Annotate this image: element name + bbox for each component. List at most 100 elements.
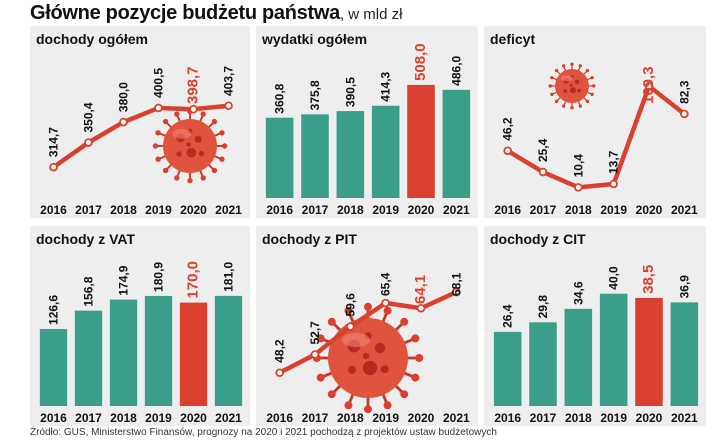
data-label: 360,8	[273, 83, 287, 113]
chart-svg: dochody z PIT 2016 2017 2018 2019 2020 2021 48,…	[262, 231, 470, 425]
virus-spike-tip	[316, 334, 325, 343]
source-note: Źródło: GUS, Ministerstwo Finansów, prog…	[30, 427, 497, 438]
virus-spot	[577, 89, 581, 93]
tick-label: 2017	[302, 411, 329, 425]
panel-dochody-z-vat: dochody z VAT 2016 2017 2018 2019 2020 2021 126…	[30, 226, 250, 426]
page-title: Główne pozycje budżetu państwa, w mld zł	[30, 2, 402, 25]
tick-label: 2016	[494, 203, 521, 217]
tick-label: 2019	[145, 203, 172, 217]
virus-spike-tip	[200, 111, 206, 117]
virus-spike-tip	[585, 99, 590, 104]
virus-spot	[186, 147, 197, 158]
virus-spike-tip	[327, 317, 336, 326]
virus-spike-tip	[155, 130, 161, 136]
data-label: 29,8	[536, 295, 550, 319]
tick-label: 2021	[215, 411, 242, 425]
virus-spike-tip	[174, 111, 180, 117]
virus-spike-tip	[344, 306, 353, 315]
data-label: 34,6	[571, 281, 585, 305]
data-label: 375,8	[308, 80, 322, 110]
data-label: 46,2	[501, 117, 515, 141]
virus-spot	[348, 366, 356, 374]
virus-highlight	[342, 332, 370, 348]
data-point	[574, 183, 583, 192]
data-label: 156,8	[82, 276, 96, 306]
data-label: 174,9	[117, 265, 131, 295]
virus-spike-tip	[415, 354, 424, 362]
data-label: 52,7	[308, 321, 322, 345]
virus-spot	[380, 365, 389, 374]
data-label: 398,7	[185, 66, 202, 104]
virus-spot	[574, 79, 580, 84]
series-line	[505, 84, 687, 190]
tick-label: 2020	[636, 203, 663, 217]
data-label: 68,1	[449, 272, 463, 296]
bar	[407, 84, 435, 198]
data-label: 170,0	[185, 261, 202, 299]
data-point	[416, 303, 426, 313]
tick-label: 2020	[180, 203, 207, 217]
virus-spike-tip	[383, 306, 392, 315]
virus-spike-tip	[592, 84, 596, 88]
data-label: 380,0	[117, 82, 131, 112]
data-label: 508,0	[412, 43, 429, 81]
virus-spike-tip	[400, 317, 409, 326]
data-label: 126,6	[47, 295, 61, 325]
bar	[74, 310, 103, 406]
virus-spot	[176, 151, 182, 157]
tick-label: 2018	[337, 203, 364, 217]
virus-spike-tip	[364, 405, 372, 414]
virus-spike-tip	[578, 104, 583, 108]
data-label: 26,4	[501, 304, 515, 328]
chart-title: deficyt	[490, 31, 535, 47]
virus-spike-tip	[561, 64, 566, 68]
bar	[179, 302, 208, 406]
tick-label: 2018	[337, 411, 364, 425]
data-point	[680, 109, 689, 119]
virus-spot	[563, 89, 567, 93]
virus-spike-tip	[590, 92, 594, 97]
chart-title: dochody z PIT	[262, 231, 357, 247]
tick-label: 2020	[636, 411, 663, 425]
data-point	[84, 138, 93, 147]
bar	[371, 105, 400, 198]
virus-spike-tip	[364, 302, 372, 311]
virus-spike-tip	[548, 84, 552, 88]
virus-spike-tip	[585, 68, 590, 73]
bar	[109, 299, 138, 406]
tick-label: 2021	[215, 203, 242, 217]
data-point	[538, 167, 548, 177]
virus-spike-tip	[400, 390, 409, 399]
data-label: 82,3	[677, 80, 691, 104]
data-point	[644, 81, 654, 91]
data-label: 400,5	[152, 68, 166, 98]
tick-label: 2016	[266, 203, 293, 217]
bar	[214, 295, 243, 406]
data-label: 181,0	[222, 262, 236, 292]
data-point	[224, 101, 233, 111]
bar	[144, 295, 173, 406]
tick-label: 2017	[530, 411, 557, 425]
virus-spike-tip	[411, 334, 420, 343]
bar	[529, 322, 557, 406]
chart-title: dochody z VAT	[36, 231, 135, 247]
virus-spike-tip	[211, 167, 218, 174]
series-line	[51, 103, 231, 170]
data-point	[452, 287, 461, 297]
title-unit: , w mld zł	[339, 6, 403, 23]
virus-spike-tip	[211, 118, 218, 125]
data-label: 25,4	[536, 138, 550, 162]
data-label: 48,2	[273, 339, 287, 363]
virus-spike-tip	[200, 175, 206, 181]
tick-label: 2020	[180, 411, 207, 425]
chart-svg: dochody ogółem 2016 2017 2018 2019 2020 2021 31…	[36, 31, 242, 217]
virus-spike-tip	[162, 167, 169, 174]
data-label: 350,4	[82, 102, 96, 132]
tick-label: 2017	[530, 203, 557, 217]
virus-spot	[374, 342, 386, 354]
data-label: 38,5	[640, 265, 657, 294]
bar	[301, 114, 329, 198]
bar	[336, 111, 365, 198]
virus-spike-tip	[152, 143, 159, 149]
virus-spike-tip	[219, 130, 225, 136]
